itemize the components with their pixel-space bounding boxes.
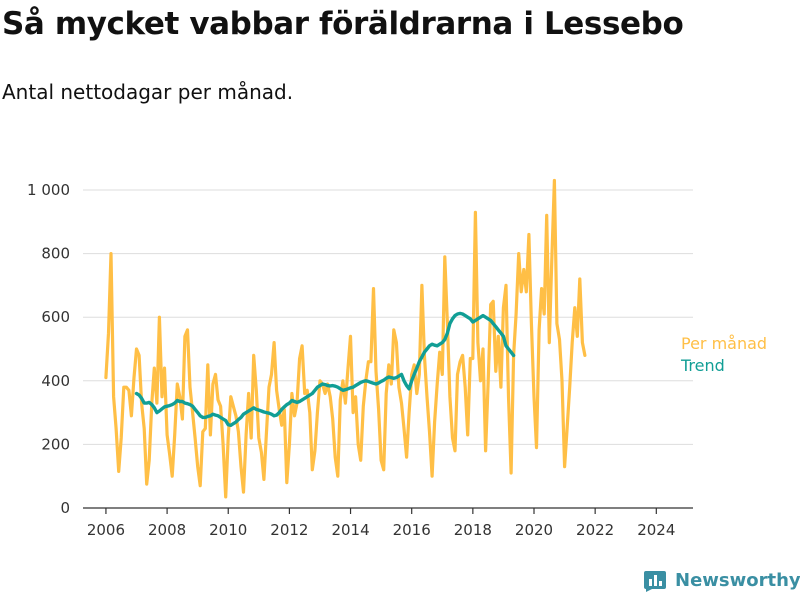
gridlines (83, 189, 693, 445)
y-tick-label: 1 000 (27, 181, 70, 199)
y-tick-label: 400 (41, 372, 70, 390)
x-tick-label: 2016 (393, 521, 431, 539)
x-tick-label: 2012 (270, 521, 308, 539)
x-tick-label: 2022 (576, 521, 614, 539)
series-labels: Per månad Trend (680, 334, 767, 375)
x-tick-label: 2014 (331, 521, 369, 539)
y-axis-ticks: 0 200 400 600 800 1 000 (27, 181, 70, 517)
series-label-trend: Trend (680, 356, 725, 375)
series-line-per-month (104, 178, 587, 499)
y-tick-label: 800 (41, 245, 70, 263)
x-axis-ticks: 2006 2008 2010 2012 2014 2016 2018 2020 2022 2024 (83, 507, 693, 539)
x-tick-label: 2024 (637, 521, 675, 539)
x-tick-label: 2010 (209, 521, 247, 539)
brand-logo[interactable]: Newsworthy (643, 568, 800, 592)
y-tick-label: 0 (60, 499, 70, 517)
series-lines (104, 178, 587, 499)
y-tick-label: 200 (41, 435, 70, 453)
chart-title: Så mycket vabbar föräldrarna i Lessebo (2, 6, 684, 42)
series-label-per-month: Per månad (681, 334, 767, 353)
series-line-trend (134, 311, 516, 427)
x-tick-label: 2008 (148, 521, 186, 539)
x-tick-label: 2018 (454, 521, 492, 539)
x-tick-label: 2006 (87, 521, 125, 539)
x-tick-label: 2020 (515, 521, 553, 539)
brand-name: Newsworthy (675, 569, 800, 591)
chart-subtitle: Antal nettodagar per månad. (2, 80, 294, 104)
bar-chart-logo-icon (644, 571, 666, 592)
y-tick-label: 600 (41, 308, 70, 326)
